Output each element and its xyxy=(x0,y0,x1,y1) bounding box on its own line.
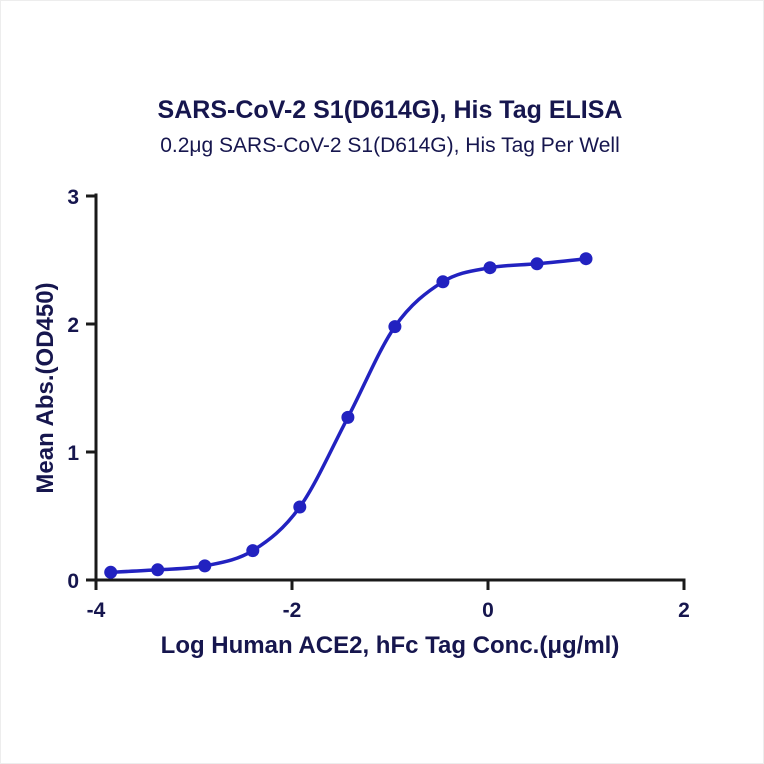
data-point xyxy=(388,320,402,334)
x-axis-label: Log Human ACE2, hFc Tag Conc.(μg/ml) xyxy=(160,632,620,659)
x-tick-label: -4 xyxy=(87,599,106,622)
data-point xyxy=(436,275,450,289)
data-point xyxy=(341,410,355,424)
data-point xyxy=(530,257,544,271)
y-tick-label: 0 xyxy=(67,570,79,593)
y-tick-label: 2 xyxy=(67,314,79,337)
x-tick-label: 0 xyxy=(482,599,494,622)
chart-title: SARS-CoV-2 S1(D614G), His Tag ELISA xyxy=(157,96,623,124)
data-point xyxy=(579,252,593,266)
x-tick-label: -2 xyxy=(283,599,302,622)
data-point xyxy=(246,544,260,558)
data-point xyxy=(293,500,307,514)
data-point xyxy=(198,559,212,573)
data-point xyxy=(483,261,497,275)
data-point xyxy=(104,565,118,579)
data-point xyxy=(151,563,165,577)
y-tick-label: 1 xyxy=(67,442,79,465)
x-tick-label: 2 xyxy=(678,599,690,622)
y-tick-label: 3 xyxy=(67,186,79,209)
chart-subtitle: 0.2μg SARS-CoV-2 S1(D614G), His Tag Per … xyxy=(160,134,620,157)
axis-lines xyxy=(94,193,686,582)
